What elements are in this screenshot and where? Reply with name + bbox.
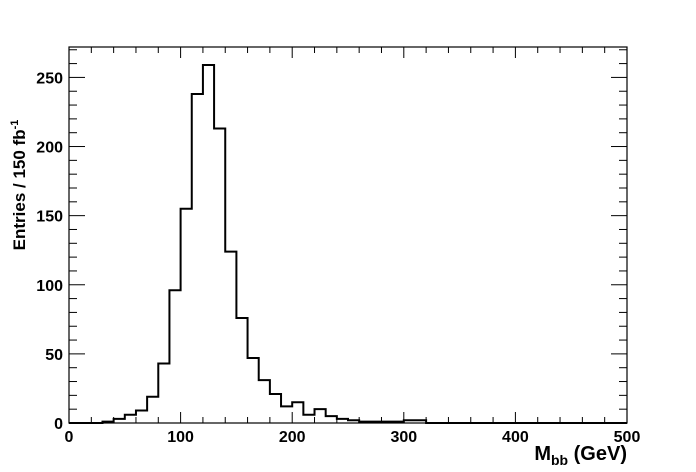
x-tick-label: 400 (502, 429, 529, 446)
histogram-bin (404, 420, 415, 423)
y-tick-label: 150 (36, 209, 63, 226)
histogram-bin (214, 129, 225, 423)
x-tick-label: 500 (614, 429, 641, 446)
histogram-bin (337, 419, 348, 423)
x-axis-title-suffix: (GeV) (568, 443, 627, 465)
x-tick-label: 100 (167, 429, 194, 446)
histogram-bin (181, 209, 192, 423)
histogram-bin (415, 420, 426, 423)
histogram-bin (236, 318, 247, 423)
histogram-outline (69, 63, 627, 424)
histogram-bin (147, 397, 158, 423)
y-tick-label: 0 (54, 416, 63, 433)
histogram-bin (381, 422, 392, 423)
histogram-bin (326, 416, 337, 423)
histogram-bin (248, 358, 259, 423)
x-axis-title-sub: bb (551, 452, 568, 468)
histogram-bins (102, 65, 426, 423)
tick-labels: 0 100 200 300 400 500 0 50 100 150 200 250 (36, 70, 640, 446)
histogram-bin (303, 415, 314, 423)
x-tick-label: 0 (65, 429, 74, 446)
histogram-bin (315, 409, 326, 423)
histogram-bin (114, 419, 125, 423)
histogram-bin (203, 65, 214, 423)
x-tick-label: 300 (390, 429, 417, 446)
histogram-bin (102, 422, 113, 423)
plot-frame (68, 46, 628, 424)
y-tick-label: 250 (36, 70, 63, 87)
x-axis-title: Mbb (GeV) (534, 443, 627, 468)
histogram-bin (225, 252, 236, 423)
histogram-bin (158, 364, 169, 423)
y-axis-title-main: Entries / 150 fb (10, 129, 29, 250)
y-axis-title: Entries / 150 fb-1 (9, 120, 29, 251)
histogram-bin (136, 411, 147, 423)
histogram-bin (259, 380, 270, 423)
y-tick-label: 50 (45, 347, 63, 364)
y-tick-label: 100 (36, 278, 63, 295)
histogram-bin (292, 402, 303, 423)
axis-ticks (68, 47, 628, 424)
histogram-bin (393, 422, 404, 423)
histogram-bin (370, 422, 381, 423)
histogram-bin (348, 420, 359, 423)
x-tick-label: 200 (279, 429, 306, 446)
x-axis-title-main: M (534, 443, 551, 465)
histogram-bin (192, 94, 203, 423)
histogram-bin (125, 415, 136, 423)
histogram-bin (281, 406, 292, 423)
y-axis-title-sup: -1 (9, 120, 21, 130)
histogram-bin (270, 394, 281, 423)
histogram-bin (169, 290, 180, 423)
histogram-bin (359, 422, 370, 423)
y-tick-label: 200 (36, 140, 63, 157)
